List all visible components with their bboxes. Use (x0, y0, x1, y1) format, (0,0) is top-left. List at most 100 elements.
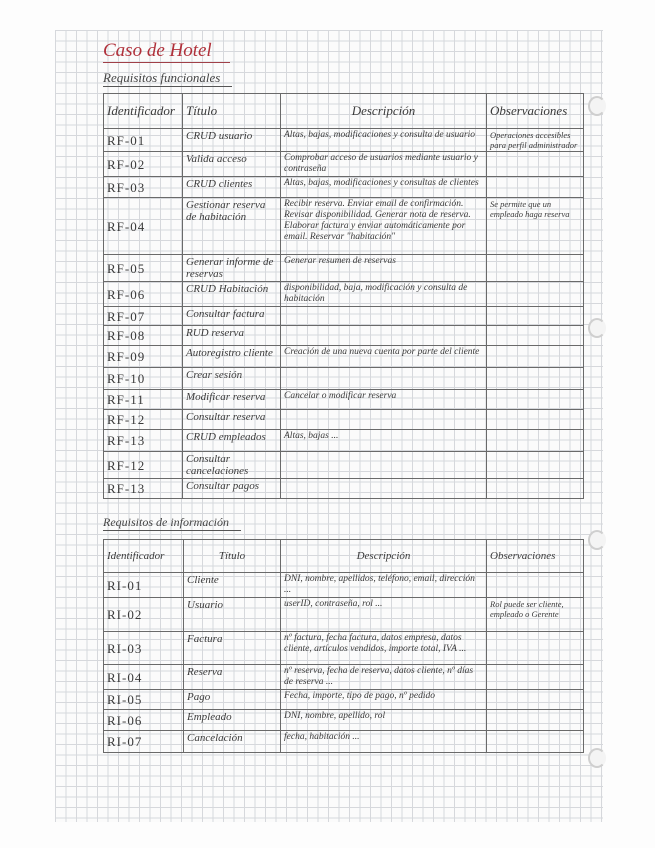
observations-cell (486, 281, 584, 307)
description-cell: DNI, nombre, apellidos, teléfono, email,… (280, 572, 487, 598)
table-row: RF-09 Autoregistro cliente Creación de una… (103, 345, 584, 368)
table-row: RI-05 Pago Fecha, importe, tipo de pago, n… (103, 689, 584, 710)
id-cell: RF-12 (103, 409, 183, 430)
functional-requirements-table: Identificador Título Descripción Observa… (103, 93, 584, 499)
table-header: Identificador Título Descripción Observa… (103, 539, 584, 573)
description-cell: Fecha, importe, tipo de pago, nº pedido (280, 689, 487, 710)
id-cell: RF-11 (103, 389, 183, 410)
title-cell: Cancelación (183, 730, 281, 753)
table-row: RF-12 Consultar reserva (103, 409, 584, 430)
observations-cell: Operaciones accesibles para perfil admin… (486, 128, 584, 152)
description-cell: nº reserva, fecha de reserva, datos clie… (280, 664, 487, 690)
table-row: RI-02 Usuario userID, contraseña, rol ... R… (103, 597, 584, 632)
observations-cell (486, 478, 584, 499)
observations-cell (486, 664, 584, 690)
page-content: Caso de Hotel Requisitos funcionales Ide… (103, 0, 584, 793)
table-row: RI-06 Empleado DNI, nombre, apellido, rol (103, 709, 584, 731)
table-row: RI-01 Cliente DNI, nombre, apellidos, telé… (103, 572, 584, 598)
id-cell: RI-05 (103, 689, 184, 710)
description-cell: userID, contraseña, rol ... (280, 597, 487, 632)
header-titulo: Título (183, 539, 281, 573)
table-row: RF-06 CRUD Habitación disponibilidad, baja… (103, 281, 584, 307)
title-cell: Consultar pagos (182, 478, 281, 499)
id-cell: RF-02 (103, 151, 183, 177)
table-row: RF-13 CRUD empleados Altas, bajas ... (103, 429, 584, 452)
description-cell: Generar resumen de reservas (280, 254, 487, 282)
description-cell: Altas, bajas, modificaciones y consulta … (280, 128, 487, 152)
information-requirements-table: Identificador Título Descripción Observa… (103, 539, 584, 753)
description-cell (280, 306, 487, 326)
description-cell: disponibilidad, baja, modificación y con… (280, 281, 487, 307)
description-cell: nº factura, fecha factura, datos empresa… (280, 631, 487, 665)
title-cell: CRUD usuario (182, 128, 281, 152)
table-row: RF-01 CRUD usuario Altas, bajas, modificac… (103, 128, 584, 152)
header-identificador: Identificador (103, 539, 184, 573)
description-cell (280, 367, 487, 390)
id-cell: RF-09 (103, 345, 183, 368)
table-row: RF-13 Consultar pagos (103, 478, 584, 499)
table-row: RF-11 Modificar reserva Cancelar o modific… (103, 389, 584, 410)
id-cell: RF-12 (103, 451, 183, 479)
table-row: RI-04 Reserva nº reserva, fecha de reserva… (103, 664, 584, 690)
table-row: RF-05 Generar informe de reservas Generar … (103, 254, 584, 282)
table-row: RF-10 Crear sesión (103, 367, 584, 390)
description-cell (280, 325, 487, 346)
observations-cell (486, 325, 584, 346)
page-title: Caso de Hotel (103, 40, 230, 63)
id-cell: RF-03 (103, 176, 183, 198)
description-cell (280, 409, 487, 430)
observations-cell (486, 409, 584, 430)
description-cell: Recibir reserva. Enviar email de confirm… (280, 197, 487, 255)
description-cell: Cancelar o modificar reserva (280, 389, 487, 410)
id-cell: RI-02 (103, 597, 184, 632)
table-row: RF-12 Consultar cancelaciones (103, 451, 584, 479)
id-cell: RF-13 (103, 478, 183, 499)
table-row: RF-08 RUD reserva (103, 325, 584, 346)
title-cell: CRUD Habitación (182, 281, 281, 307)
title-cell: Valida acceso (182, 151, 281, 177)
id-cell: RF-04 (103, 197, 183, 255)
observations-cell (486, 176, 584, 198)
title-cell: CRUD empleados (182, 429, 281, 452)
description-cell: Altas, bajas, modificaciones y consultas… (280, 176, 487, 198)
title-cell: CRUD clientes (182, 176, 281, 198)
title-cell: Reserva (183, 664, 281, 690)
id-cell: RF-10 (103, 367, 183, 390)
observations-cell: Rol puede ser cliente, empleado o Gerent… (486, 597, 584, 632)
header-identificador: Identificador (103, 93, 183, 129)
title-cell: Cliente (183, 572, 281, 598)
observations-cell (486, 254, 584, 282)
id-cell: RI-06 (103, 709, 184, 731)
observations-cell (486, 572, 584, 598)
observations-cell (486, 709, 584, 731)
title-cell: RUD reserva (182, 325, 281, 346)
header-observaciones: Observaciones (486, 539, 584, 573)
id-cell: RF-13 (103, 429, 183, 452)
title-cell: Usuario (183, 597, 281, 632)
table-header: Identificador Título Descripción Observa… (103, 93, 584, 129)
id-cell: RI-04 (103, 664, 184, 690)
table-row: RI-03 Factura nº factura, fecha factura, d… (103, 631, 584, 665)
description-cell: fecha, habitación ... (280, 730, 487, 753)
title-cell: Autoregistro cliente (182, 345, 281, 368)
observations-cell (486, 689, 584, 710)
binder-hole (588, 530, 606, 550)
title-cell: Pago (183, 689, 281, 710)
information-heading: Requisitos de información (103, 514, 241, 531)
description-cell: DNI, nombre, apellido, rol (280, 709, 487, 731)
title-cell: Consultar factura (182, 306, 281, 326)
description-cell (280, 478, 487, 499)
binder-hole (588, 748, 606, 768)
title-cell: Consultar reserva (182, 409, 281, 430)
id-cell: RF-07 (103, 306, 183, 326)
id-cell: RF-05 (103, 254, 183, 282)
observations-cell: Se permite que un empleado haga reserva (486, 197, 584, 255)
id-cell: RF-06 (103, 281, 183, 307)
id-cell: RI-01 (103, 572, 184, 598)
table-row: RF-02 Valida acceso Comprobar acceso de us… (103, 151, 584, 177)
title-cell: Generar informe de reservas (182, 254, 281, 282)
id-cell: RF-08 (103, 325, 183, 346)
table-row: RF-07 Consultar factura (103, 306, 584, 326)
header-observaciones: Observaciones (486, 93, 584, 129)
title-cell: Consultar cancelaciones (182, 451, 281, 479)
